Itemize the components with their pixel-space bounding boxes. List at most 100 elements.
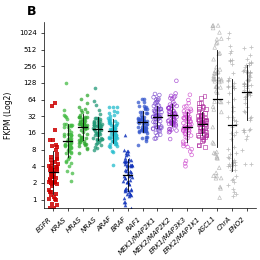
Point [171, 121, 175, 126]
Point [216, 70, 220, 74]
Point [200, 128, 205, 132]
Point [242, 82, 246, 86]
Point [67, 155, 72, 159]
Point [130, 175, 134, 179]
Point [154, 125, 158, 129]
Point [214, 84, 219, 89]
Point [199, 121, 203, 125]
Point [174, 128, 179, 133]
Point [83, 125, 87, 129]
Point [81, 122, 85, 126]
Point [53, 128, 57, 132]
Point [211, 26, 215, 30]
Point [47, 179, 51, 184]
Point [144, 126, 148, 130]
Point [109, 129, 113, 133]
Point [129, 164, 133, 168]
Point [172, 118, 176, 122]
Point [172, 123, 176, 127]
Point [175, 104, 179, 108]
Point [245, 57, 249, 61]
Point [233, 122, 238, 126]
Point [108, 128, 113, 132]
Point [63, 114, 68, 118]
Point [154, 120, 158, 124]
Point [232, 133, 236, 137]
Point [215, 84, 219, 88]
Point [226, 183, 230, 187]
Point [140, 117, 144, 121]
Point [242, 108, 246, 113]
Point [92, 99, 96, 103]
Point [80, 122, 84, 126]
Point [171, 121, 175, 126]
Point [97, 131, 101, 135]
Point [107, 136, 111, 140]
Point [248, 70, 252, 74]
Point [155, 113, 159, 117]
Point [204, 134, 209, 138]
Point [185, 136, 190, 140]
Point [97, 129, 101, 133]
Point [113, 134, 117, 139]
Point [138, 118, 142, 122]
Point [187, 117, 191, 121]
Point [172, 117, 176, 121]
Point [142, 125, 146, 129]
Point [142, 115, 146, 119]
Point [53, 197, 57, 201]
Point [140, 114, 145, 119]
Point [154, 115, 158, 119]
Point [215, 37, 219, 41]
Point [82, 139, 86, 143]
Point [66, 157, 70, 161]
Point [51, 138, 55, 142]
Point [174, 122, 178, 127]
Point [142, 120, 146, 125]
Point [129, 187, 133, 191]
Point [184, 104, 188, 108]
Point [213, 45, 217, 49]
Point [186, 98, 190, 102]
Point [92, 121, 96, 125]
Point [83, 119, 87, 124]
Point [63, 141, 67, 146]
Point [115, 144, 119, 148]
Point [145, 134, 149, 139]
Point [226, 115, 230, 119]
Point [167, 105, 172, 109]
Point [167, 106, 171, 110]
Point [63, 143, 67, 147]
Point [203, 115, 207, 120]
Point [242, 80, 246, 84]
Point [67, 148, 71, 153]
Point [97, 122, 101, 126]
Point [114, 141, 118, 146]
Point [214, 84, 218, 89]
Point [169, 94, 173, 98]
Point [83, 115, 87, 119]
Point [78, 122, 82, 126]
Point [172, 102, 177, 106]
Point [77, 140, 82, 144]
Point [144, 123, 148, 127]
Point [55, 169, 59, 173]
Point [183, 112, 187, 116]
Point [124, 151, 128, 155]
Point [144, 126, 148, 130]
Point [125, 149, 129, 153]
Point [198, 125, 203, 129]
Point [69, 151, 73, 155]
Point [142, 118, 146, 122]
Point [78, 113, 82, 117]
Point [50, 202, 54, 206]
Point [82, 115, 87, 120]
Point [187, 116, 191, 120]
Point [216, 156, 220, 160]
Point [200, 139, 204, 143]
Point [172, 114, 176, 119]
Point [243, 95, 248, 99]
Point [70, 171, 74, 175]
Point [231, 187, 235, 191]
Point [196, 134, 200, 139]
